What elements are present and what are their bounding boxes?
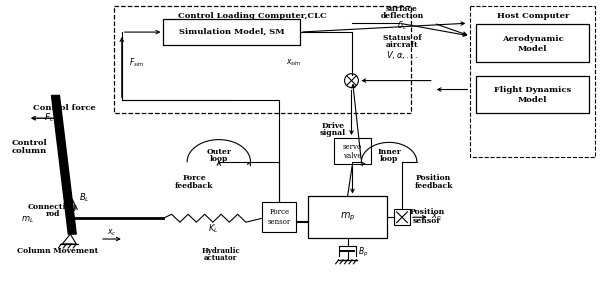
Text: Simulation Model, SM: Simulation Model, SM (179, 28, 285, 36)
Text: actuator: actuator (204, 254, 238, 262)
Bar (308, 196, 387, 238)
Text: Control force: Control force (33, 104, 96, 112)
Text: Host Computer: Host Computer (496, 12, 569, 20)
Text: $x_c$: $x_c$ (107, 228, 117, 238)
Text: $V, \alpha,...$: $V, \alpha,...$ (386, 49, 418, 61)
Text: Inner: Inner (377, 148, 401, 156)
Text: Position: Position (409, 208, 444, 216)
Bar (163, 19, 300, 45)
Text: $F_c$: $F_c$ (44, 112, 55, 124)
Text: loop: loop (380, 155, 398, 163)
Text: $\delta_c$: $\delta_c$ (397, 20, 407, 32)
Text: $F_{sim}$: $F_{sim}$ (129, 56, 144, 69)
Text: Column Movement: Column Movement (17, 247, 98, 255)
Text: $m_L$: $m_L$ (21, 215, 34, 225)
Text: feedback: feedback (175, 182, 213, 190)
Text: column: column (12, 147, 48, 155)
Text: Outer: Outer (206, 148, 232, 156)
Text: Position: Position (416, 174, 451, 182)
Bar (470, 6, 595, 157)
Text: Model: Model (518, 96, 548, 105)
Text: feedback: feedback (414, 182, 453, 190)
Bar (114, 6, 411, 113)
Text: signal: signal (320, 129, 346, 137)
Text: Control Loading Computer,CLC: Control Loading Computer,CLC (178, 12, 327, 20)
Text: Aerodynamic: Aerodynamic (502, 35, 564, 43)
Bar (262, 202, 296, 232)
Text: $B_p$: $B_p$ (358, 246, 368, 259)
Text: $x_p$: $x_p$ (431, 212, 442, 223)
Bar (476, 76, 589, 113)
Text: rod: rod (45, 210, 60, 218)
Bar (394, 209, 410, 225)
Text: $m_p$: $m_p$ (340, 211, 355, 223)
Text: Connecting: Connecting (28, 203, 77, 211)
Text: $K_L$: $K_L$ (207, 223, 218, 235)
Text: Flight Dynamics: Flight Dynamics (494, 87, 571, 94)
Text: deflection: deflection (380, 12, 424, 20)
Text: servo: servo (343, 143, 362, 151)
Text: Model: Model (518, 45, 548, 53)
Text: Force: Force (182, 174, 206, 182)
Text: sensor: sensor (268, 218, 291, 226)
Text: aircraft: aircraft (386, 41, 418, 49)
Text: Control: Control (12, 139, 48, 147)
Bar (333, 138, 371, 164)
Text: sensor: sensor (412, 217, 441, 225)
Text: loop: loop (210, 155, 228, 163)
Bar (476, 24, 589, 62)
Polygon shape (51, 96, 76, 234)
Text: Hydraulic: Hydraulic (201, 247, 240, 255)
Text: valve: valve (343, 152, 362, 160)
Text: surface: surface (386, 5, 418, 13)
Text: $B_L$: $B_L$ (79, 191, 89, 204)
Text: Force: Force (269, 208, 289, 216)
Text: Status of: Status of (383, 34, 421, 42)
Text: Drive: Drive (321, 122, 344, 130)
Text: $x_{sim}$: $x_{sim}$ (286, 58, 302, 68)
